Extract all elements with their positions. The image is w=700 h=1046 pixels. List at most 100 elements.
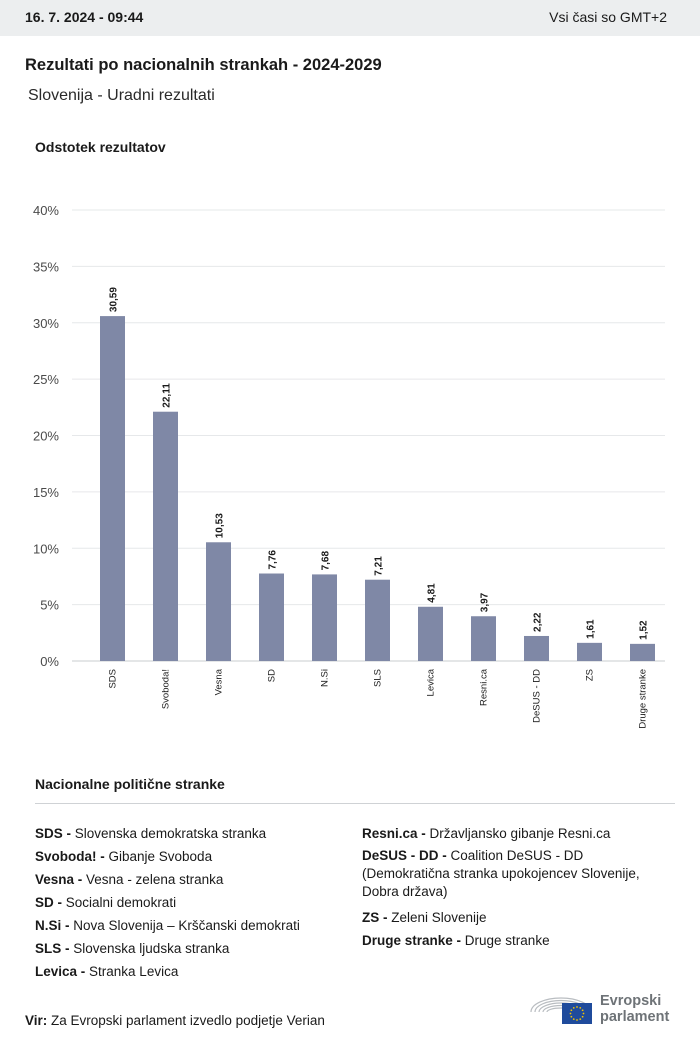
bar-value-label: 2,22 xyxy=(533,612,544,632)
legend-party-name: Slovenska ljudska stranka xyxy=(73,941,230,956)
bar xyxy=(577,642,602,661)
legend-item: SDS - Slovenska demokratska stranka xyxy=(35,822,345,845)
y-tick-label: 0% xyxy=(40,654,59,669)
logo-line-2: parlament xyxy=(600,1009,670,1025)
y-tick-label: 35% xyxy=(33,259,59,274)
y-tick-label: 40% xyxy=(33,203,59,218)
x-tick-label: SD xyxy=(267,669,278,682)
parliament-emblem-icon xyxy=(530,997,592,1024)
legend-right-column: Resni.ca - Državljansko gibanje Resni.ca… xyxy=(362,822,672,952)
legend-item: SD - Socialni demokrati xyxy=(35,891,345,914)
flag-star-icon xyxy=(570,1015,573,1018)
y-tick-label: 25% xyxy=(33,372,59,387)
x-tick-label: Druge stranke xyxy=(638,669,649,729)
bar xyxy=(259,573,284,661)
legend-abbreviation: Resni.ca - xyxy=(362,826,430,841)
y-tick-label: 30% xyxy=(33,316,59,331)
legend-party-name: Vesna - zelena stranka xyxy=(86,872,224,887)
bar-value-label: 22,11 xyxy=(162,383,173,408)
legend-party-name: Socialni demokrati xyxy=(65,895,177,910)
bar xyxy=(365,579,390,661)
x-tick-label: Levica xyxy=(426,668,437,696)
flag-star-icon xyxy=(570,1009,573,1012)
top-bar: 16. 7. 2024 - 09:44 Vsi časi so GMT+2 xyxy=(0,0,700,36)
x-tick-label: SDS xyxy=(108,669,119,689)
legend-party-name: Nova Slovenija – Krščanski demokrati xyxy=(73,918,300,933)
bar-value-label: 4,81 xyxy=(427,583,438,603)
bar xyxy=(471,616,496,661)
flag-star-icon xyxy=(582,1012,585,1015)
y-tick-label: 20% xyxy=(33,429,59,444)
legend-abbreviation: SDS - xyxy=(35,826,75,841)
page-title: Rezultati po nacionalnih strankah - 2024… xyxy=(25,56,382,74)
bar xyxy=(418,606,443,661)
legend-left-column: SDS - Slovenska demokratska stranka Svobo… xyxy=(35,822,345,983)
legend-abbreviation: Svoboda! - xyxy=(35,849,109,864)
legend-party-name: Zeleni Slovenije xyxy=(391,910,487,925)
flag-star-icon xyxy=(576,1019,578,1021)
y-tick-label: 5% xyxy=(40,598,59,613)
legend-party-name: Državljansko gibanje Resni.ca xyxy=(429,826,611,841)
legend-item: Vesna - Vesna - zelena stranka xyxy=(35,868,345,891)
legend-party-name: Gibanje Svoboda xyxy=(108,849,213,864)
bar-value-label: 1,52 xyxy=(639,620,650,640)
flag-star-icon xyxy=(569,1012,572,1015)
bar-value-label: 3,97 xyxy=(480,592,491,612)
logo-wordmark: Evropski parlament xyxy=(600,993,669,1025)
timezone-note: Vsi časi so GMT+2 xyxy=(549,9,667,25)
legend-abbreviation: DeSUS - DD - xyxy=(362,848,451,863)
legend-party-name: Druge stranke xyxy=(464,933,550,948)
legend-party-name: Stranka Levica xyxy=(89,964,179,979)
legend-item: Svoboda! - Gibanje Svoboda xyxy=(35,845,345,868)
logo-line-1: Evropski xyxy=(600,993,662,1009)
bar xyxy=(630,643,655,661)
legend-abbreviation: Druge stranke - xyxy=(362,933,465,948)
legend-abbreviation: ZS - xyxy=(362,910,392,925)
bar-value-label: 1,61 xyxy=(586,619,597,639)
flag-star-icon xyxy=(581,1015,584,1018)
source-text: Za Evropski parlament izvedlo podjetje V… xyxy=(51,1013,325,1028)
bar-chart: 0% 5% 10% 15% 20% 25% 30% 35% 40% 30,59 22,11 10,5… xyxy=(33,203,665,729)
legend-abbreviation: Levica - xyxy=(35,964,90,979)
flag-star-icon xyxy=(579,1006,582,1009)
legend-item: SLS - Slovenska ljudska stranka xyxy=(35,937,345,960)
page-subtitle: Slovenija - Uradni rezultati xyxy=(28,87,215,104)
x-tick-label: Svoboda! xyxy=(161,669,172,709)
legend-item: DeSUS - DD - Coalition DeSUS - DD (Demok… xyxy=(362,847,672,901)
legend-item: ZS - Zeleni Slovenije xyxy=(362,906,672,929)
bar xyxy=(206,542,231,661)
flag-star-icon xyxy=(576,1006,578,1008)
x-tick-label: ZS xyxy=(585,669,596,681)
bar-value-label: 7,76 xyxy=(268,550,279,570)
legend-item: N.Si - Nova Slovenija – Krščanski demokr… xyxy=(35,914,345,937)
legend-abbreviation: N.Si - xyxy=(35,918,74,933)
x-tick-label: Vesna xyxy=(214,668,225,695)
legend-party-name: Coalition DeSUS - DD (Demokratična stran… xyxy=(362,848,640,899)
bar-value-label: 10,53 xyxy=(215,513,226,538)
x-tick-label: N.Si xyxy=(320,669,331,687)
source-note: Vir: Za Evropski parlament izvedlo podje… xyxy=(25,1013,325,1028)
bar-value-label: 7,21 xyxy=(374,556,385,576)
x-tick-label: SLS xyxy=(373,669,384,687)
timestamp: 16. 7. 2024 - 09:44 xyxy=(25,9,144,25)
legend-party-name: Slovenska demokratska stranka xyxy=(74,826,267,841)
legend-item: Resni.ca - Državljansko gibanje Resni.ca xyxy=(362,822,672,845)
legend-item: Levica - Stranka Levica xyxy=(35,960,345,983)
legend-divider xyxy=(35,803,675,804)
european-parliament-logo: Evropski parlament xyxy=(528,988,678,1028)
flag-star-icon xyxy=(572,1018,575,1021)
bar-value-label: 30,59 xyxy=(109,287,120,312)
legend-abbreviation: Vesna - xyxy=(35,872,87,887)
x-tick-label: DeSUS - DD xyxy=(532,669,543,723)
legend-item: Druge stranke - Druge stranke xyxy=(362,929,672,952)
source-label: Vir: xyxy=(25,1013,48,1028)
bar-value-label: 7,68 xyxy=(321,551,332,571)
bar xyxy=(153,411,178,661)
y-axis-label: Odstotek rezultatov xyxy=(35,139,166,155)
flag-star-icon xyxy=(581,1009,584,1012)
legend-abbreviation: SLS - xyxy=(35,941,74,956)
bar xyxy=(100,316,125,661)
x-tick-label: Resni.ca xyxy=(479,668,490,706)
flag-star-icon xyxy=(579,1018,582,1021)
legend-title: Nacionalne politične stranke xyxy=(35,776,225,792)
